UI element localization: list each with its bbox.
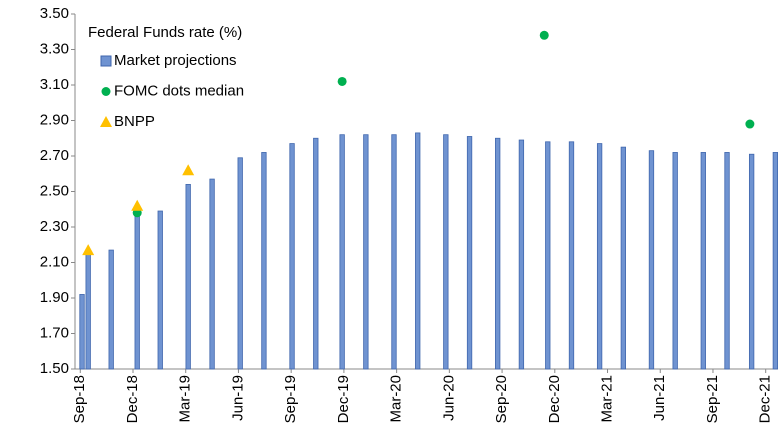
y-tick-label: 3.50 — [40, 5, 69, 22]
point — [337, 76, 347, 86]
bar — [466, 136, 473, 370]
x-tick-label: Mar-19 — [177, 375, 194, 423]
legend-label: Market projections — [114, 52, 237, 69]
x-tick-label: Dec-19 — [335, 375, 352, 423]
bar — [157, 210, 163, 370]
legend-label: FOMC dots median — [114, 82, 244, 99]
x-tick-label: Dec-18 — [124, 375, 141, 423]
point — [182, 164, 195, 176]
y-tick-label: 2.30 — [40, 218, 69, 235]
bar — [79, 294, 85, 370]
bar — [772, 152, 778, 370]
y-tick-label: 2.10 — [40, 253, 69, 270]
legend-marker — [100, 55, 112, 67]
bar — [596, 143, 603, 370]
bar — [495, 137, 501, 370]
point — [539, 30, 549, 40]
bar — [443, 134, 449, 370]
x-tick-label: Sep-20 — [493, 375, 510, 423]
point — [82, 244, 95, 256]
x-tick-label: Sep-18 — [71, 375, 88, 423]
bar — [237, 157, 243, 370]
y-tick-label: 1.50 — [40, 360, 69, 377]
bar — [545, 141, 551, 370]
legend-marker — [101, 87, 111, 96]
point — [131, 199, 144, 211]
bar — [724, 152, 730, 370]
point — [745, 119, 755, 129]
bar — [415, 132, 421, 370]
y-tick-label: 2.90 — [40, 111, 69, 128]
bar — [289, 143, 295, 370]
x-tick-label: Jun-20 — [440, 375, 457, 421]
bar — [391, 134, 397, 370]
bar — [313, 137, 319, 370]
legend-title: Federal Funds rate (%) — [88, 24, 242, 41]
bar — [108, 249, 114, 370]
y-tick-label: 1.70 — [40, 324, 69, 341]
bar — [209, 178, 215, 370]
x-tick-label: Jun-21 — [651, 375, 668, 421]
y-tick-label: 2.70 — [40, 147, 69, 164]
y-tick-label: 1.90 — [40, 289, 69, 306]
x-tick-label: Dec-21 — [757, 375, 774, 423]
y-tick-label: 3.30 — [40, 40, 69, 57]
bar — [672, 152, 678, 370]
bar — [85, 253, 91, 370]
bar — [185, 183, 191, 370]
bar — [748, 153, 755, 370]
bar — [518, 139, 525, 370]
legend-marker — [100, 116, 112, 127]
x-tick-label: Sep-19 — [282, 375, 299, 423]
bar — [648, 150, 655, 370]
bar — [339, 134, 345, 370]
bar — [620, 146, 626, 370]
bar — [568, 141, 575, 370]
x-tick-label: Dec-20 — [546, 375, 563, 423]
y-tick-label: 3.10 — [40, 76, 69, 93]
legend-label: BNPP — [114, 113, 155, 130]
y-tick-label: 2.50 — [40, 182, 69, 199]
x-tick-label: Jun-19 — [229, 375, 246, 421]
bar — [261, 152, 267, 370]
bar — [700, 152, 706, 370]
x-tick-label: Mar-20 — [388, 375, 405, 423]
bar — [134, 212, 140, 370]
bar — [363, 134, 369, 370]
x-tick-label: Mar-21 — [598, 375, 615, 423]
x-tick-label: Sep-21 — [704, 375, 721, 423]
